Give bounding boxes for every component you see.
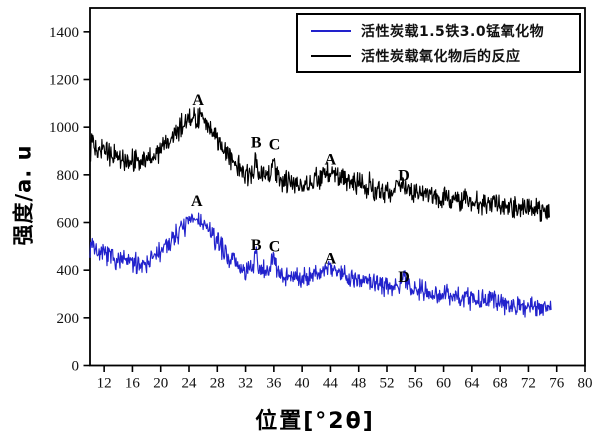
x-tick-label: 40 xyxy=(295,376,310,392)
x-tick-label: 52 xyxy=(380,376,395,392)
x-tick-label: 44 xyxy=(323,376,339,392)
y-tick-label: 800 xyxy=(57,168,80,184)
legend-label-blue-series: 活性炭载1.5铁3.0锰氧化物 xyxy=(361,23,545,40)
peak-label-A: A xyxy=(325,151,337,168)
x-tick-label: 36 xyxy=(266,376,282,392)
x-tick-label: 12 xyxy=(97,376,112,392)
peak-label-A: A xyxy=(325,250,337,267)
y-tick-label: 1200 xyxy=(49,73,79,89)
peak-label-B: B xyxy=(251,237,262,254)
y-tick-label: 1000 xyxy=(49,120,79,136)
x-tick-label: 20 xyxy=(153,376,168,392)
plot-border xyxy=(89,7,586,367)
x-tick-label: 16 xyxy=(125,376,141,392)
legend-label-black-series: 活性炭载氧化物后的反应 xyxy=(361,48,521,65)
x-tick-label: 48 xyxy=(351,376,366,392)
y-tick-label: 400 xyxy=(57,263,80,279)
legend-item-blue-series: 活性炭载1.5铁3.0锰氧化物 xyxy=(311,21,579,41)
x-tick-label: 64 xyxy=(464,376,480,392)
peak-label-C: C xyxy=(269,136,281,153)
legend-item-black-series: 活性炭载氧化物后的反应 xyxy=(311,46,579,66)
x-tick-label: 24 xyxy=(182,376,198,392)
x-tick-label: 72 xyxy=(521,376,536,392)
legend-line-sample-black xyxy=(311,54,351,57)
legend-line-sample-blue xyxy=(311,29,351,32)
y-tick-label: 1400 xyxy=(49,25,79,41)
peak-label-A: A xyxy=(192,92,204,109)
peak-label-D: D xyxy=(398,269,410,286)
y-tick-label: 0 xyxy=(72,359,80,375)
peak-label-D: D xyxy=(398,167,410,184)
x-axis-title: 位置[°2θ] xyxy=(255,409,375,434)
peak-label-B: B xyxy=(251,135,262,152)
series-trace-1 xyxy=(89,212,552,318)
x-tick-label: 28 xyxy=(210,376,225,392)
x-tick-label: 32 xyxy=(238,376,253,392)
series-trace-0 xyxy=(89,107,550,222)
x-tick-label: 68 xyxy=(493,376,508,392)
peak-label-C: C xyxy=(269,238,281,255)
x-tick-label: 76 xyxy=(549,376,565,392)
y-tick-label: 600 xyxy=(57,216,80,232)
legend: 活性炭载1.5铁3.0锰氧化物 活性炭载氧化物后的反应 xyxy=(296,13,581,73)
y-tick-label: 200 xyxy=(57,311,80,327)
x-tick-label: 56 xyxy=(408,376,424,392)
x-tick-label: 60 xyxy=(436,376,451,392)
peak-label-A: A xyxy=(191,193,203,210)
x-tick-label: 80 xyxy=(578,376,593,392)
